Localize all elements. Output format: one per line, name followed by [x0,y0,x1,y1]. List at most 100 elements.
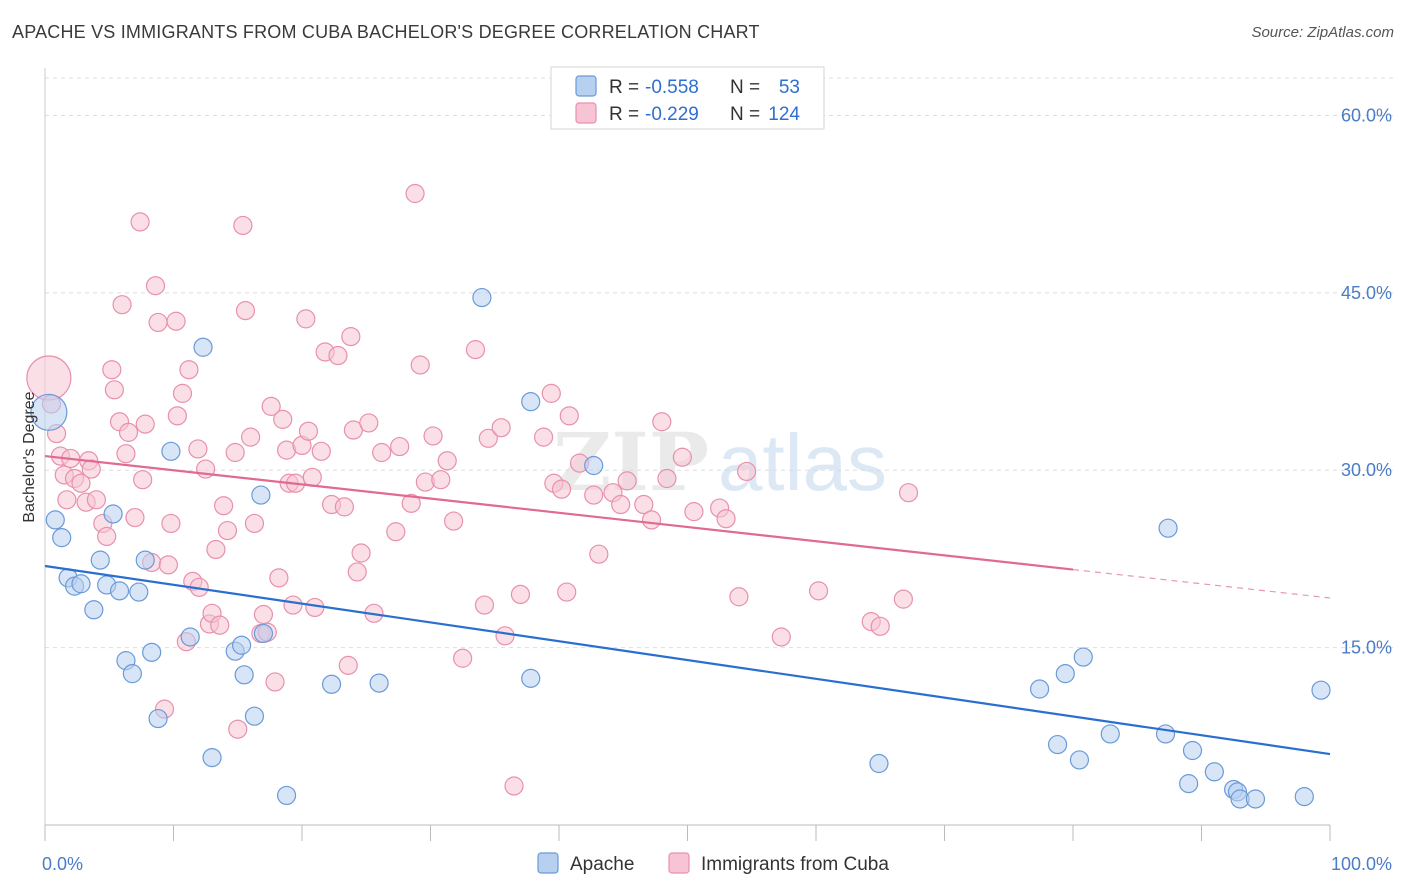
cuba-point [86,490,107,510]
cuba-point [135,414,155,434]
apache-point [1073,647,1093,667]
cuba-point [166,311,186,331]
apache-point [234,665,254,685]
cuba-point [210,615,230,635]
legend-r-value-2: -0.229 [645,104,699,125]
apache-point [1204,762,1224,782]
cuba-point [233,215,253,236]
apache-point [84,600,104,620]
cuba-point [559,406,579,426]
apache-point [472,287,492,308]
cuba-point [465,340,486,360]
cuba-point [214,496,234,516]
chart-title: APACHE VS IMMIGRANTS FROM CUBA BACHELOR'… [12,22,760,42]
cuba-point [495,626,515,646]
apache-point [1245,789,1266,809]
apache-point [521,668,541,688]
cuba-point [261,396,281,416]
apache-point [232,635,252,655]
x-tick-label-start: 0.0% [42,854,83,874]
apache-point [135,550,155,570]
cuba-point [145,276,166,296]
apache-point [109,581,130,601]
legend-r-label-2: R = [609,104,639,125]
cuba-point [386,522,406,542]
cuba-point [133,470,153,490]
cuba-point [71,473,91,493]
cuba-point [771,627,791,647]
legend-r-label-1: R = [609,77,639,98]
cuba-point [265,672,285,692]
cuba-point [437,451,457,471]
cuba-point [167,406,187,426]
cuba-point [97,526,117,547]
cuba-point [431,470,451,490]
apache-point [1029,679,1050,699]
cuba-point [657,468,677,489]
cuba-point [410,355,430,375]
cuba-point [491,418,511,438]
cuba-point [341,327,361,347]
apache-point [1182,740,1203,761]
y-tick-label-30: 30.0% [1341,460,1392,480]
apache-point [1100,724,1120,744]
cuba-point [898,483,919,503]
legend-swatch-apache [575,75,597,97]
cuba-point [541,383,561,403]
apache-point [521,392,541,412]
apache-point [244,706,265,726]
cuba-point [158,555,178,575]
cuba-point [228,719,248,739]
apache-point [52,528,72,548]
apache-point [1311,680,1331,700]
trend-line-apache [44,564,1331,756]
cuba-point [311,441,331,461]
cuba-point [504,776,524,796]
apache-point [148,708,168,729]
cuba-point [125,507,145,528]
y-tick-label-45: 45.0% [1341,283,1392,303]
cuba-point [298,421,319,441]
apache-point [122,664,142,684]
legend-swatch-cuba [575,102,597,124]
apache-point [180,627,200,647]
bottom-legend-swatch-cuba [668,852,690,874]
cuba-point [557,582,577,602]
legend-box: R = -0.558 N = 53 R = -0.229 N = 124 [550,66,825,130]
legend-n-value-2: 124 [768,104,800,125]
cuba-point [584,485,604,505]
cuba-point [808,581,829,601]
cuba-point [423,426,443,446]
cuba-point [533,427,554,447]
cuba-point [235,300,256,321]
apache-point [1155,724,1176,744]
cuba-point [478,428,498,448]
apache-point [1047,734,1068,755]
cuba-point [672,447,692,467]
cuba-point [634,494,654,515]
apache-point [276,785,297,806]
bottom-legend-label-apache: Apache [570,854,634,875]
apache-point [45,510,65,530]
cuba-point [737,461,757,482]
y-tick-label-15: 15.0% [1341,638,1392,658]
cuba-point [161,513,181,534]
legend-n-value-1: 53 [779,77,800,98]
cuba-point [130,212,150,232]
cuba-point [148,312,168,333]
cuba-point [611,494,631,515]
cuba-point [244,513,265,534]
series-immigrants-from-cuba [26,183,919,796]
cuba-point [893,589,913,609]
cuba-point [102,360,122,380]
apache-point [90,550,110,570]
cuba-point [217,520,238,541]
cuba-point [118,422,139,442]
cuba-point [253,604,274,625]
apache-point [202,747,222,768]
cuba-point [269,568,289,588]
cuba-point [453,648,473,668]
cuba-point [104,380,124,400]
apache-point [193,337,213,357]
